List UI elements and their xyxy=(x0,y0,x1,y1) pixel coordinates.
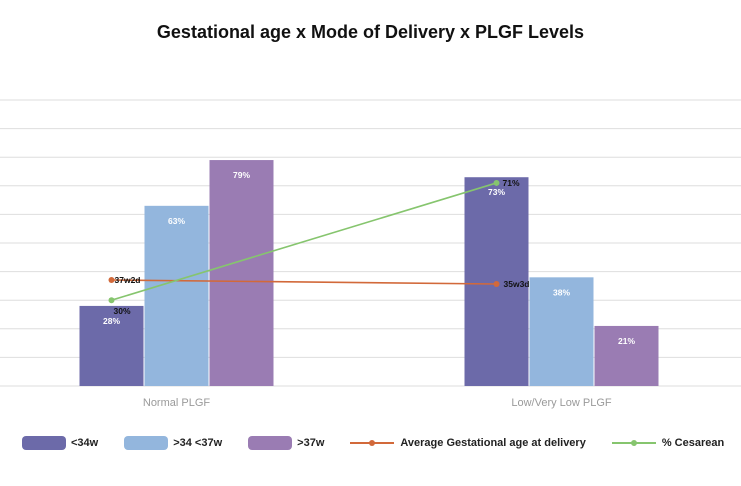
bar-data-label: 73% xyxy=(488,187,505,197)
x-tick-label: Low/Very Low PLGF xyxy=(511,397,612,409)
bar xyxy=(529,277,594,386)
legend-item: >37w xyxy=(248,436,324,450)
legend: <34w >34 <37w >37w Average Gestational age … xyxy=(22,436,724,450)
x-tick-label: Normal PLGF xyxy=(143,397,211,409)
bar-data-label: 38% xyxy=(553,287,570,297)
bar-data-label: 21% xyxy=(618,336,635,346)
bar-data-label: 79% xyxy=(233,170,250,180)
bar-data-label: 63% xyxy=(168,216,185,226)
bar xyxy=(144,205,209,386)
legend-line-marker xyxy=(350,437,395,449)
line-data-label: 37w2d xyxy=(115,275,141,285)
bar-data-label: 28% xyxy=(103,316,120,326)
legend-item: >34 <37w xyxy=(124,436,222,450)
category-ticks: Normal PLGF Low/Very Low PLGF xyxy=(143,397,612,409)
legend-line-marker xyxy=(611,437,656,449)
lines: 37w2d 35w3d 30% 71% xyxy=(108,178,530,316)
line-point xyxy=(108,277,115,283)
chart-title: Gestational age x Mode of Delivery x PLG… xyxy=(156,22,585,42)
legend-swatch xyxy=(124,436,169,450)
legend-label: % Cesarean xyxy=(661,437,725,449)
legend-label: Average Gestational age at delivery xyxy=(400,437,586,449)
legend-item: % Cesarean xyxy=(611,437,725,449)
bar xyxy=(79,305,144,386)
line-data-label: 30% xyxy=(114,306,131,316)
bar xyxy=(209,160,274,386)
series-line xyxy=(111,182,497,301)
legend-label: >34 <37w xyxy=(173,437,223,449)
line-data-label: 71% xyxy=(503,178,520,188)
legend-swatch xyxy=(248,436,293,450)
bar xyxy=(594,325,659,386)
legend-swatch xyxy=(22,436,66,450)
legend-label: >37w xyxy=(297,437,325,449)
line-point xyxy=(493,179,500,186)
line-data-label: 35w3d xyxy=(504,279,530,289)
legend-label: <34w xyxy=(71,437,99,449)
line-point xyxy=(108,297,115,304)
legend-item: <34w xyxy=(22,436,98,450)
legend-item: Average Gestational age at delivery xyxy=(350,437,586,449)
line-point xyxy=(493,281,500,287)
bars: 28% 73% 63% 38% 79% 21% xyxy=(79,160,659,386)
